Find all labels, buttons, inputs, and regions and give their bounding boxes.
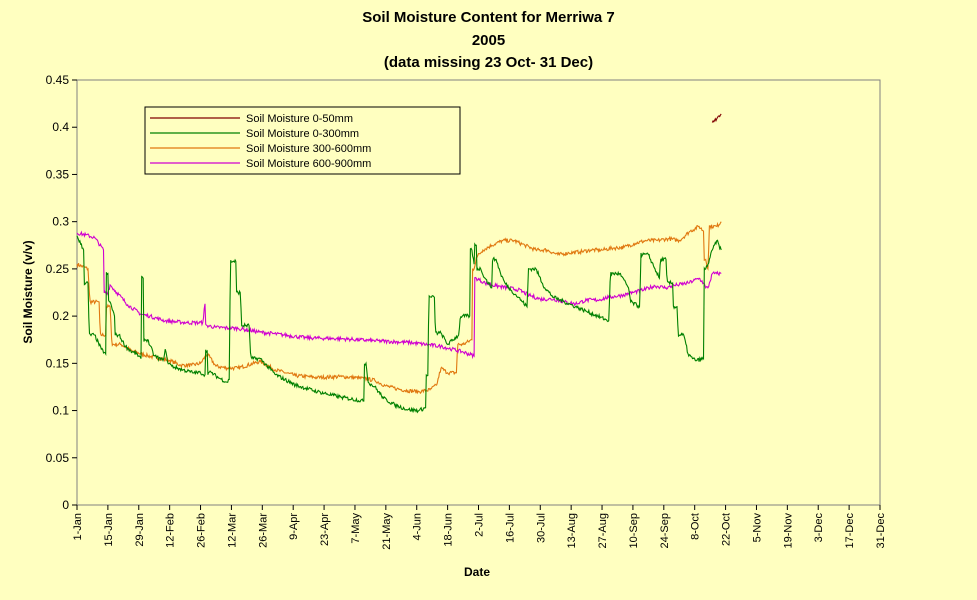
x-tick-label: 17-Dec — [844, 513, 856, 549]
legend-label: Soil Moisture 600-900mm — [246, 158, 371, 170]
x-tick-label: 4-Jun — [412, 513, 424, 541]
x-tick-label: 31-Dec — [875, 513, 887, 549]
legend-label: Soil Moisture 300-600mm — [246, 143, 371, 155]
x-tick-label: 24-Sep — [659, 513, 671, 548]
chart-subtitle-year: 2005 — [471, 32, 506, 49]
x-tick-label: 15-Jan — [103, 513, 115, 547]
x-tick-label: 30-Jul — [535, 513, 547, 543]
series-line-0 — [711, 113, 722, 123]
x-tick-label: 16-Jul — [504, 513, 516, 543]
x-axis-title: Date — [464, 565, 490, 579]
x-tick-label: 2-Jul — [474, 513, 486, 537]
x-tick-label: 10-Sep — [628, 513, 640, 548]
x-tick-label: 12-Feb — [165, 513, 177, 548]
y-tick-label: 0.15 — [46, 356, 70, 370]
x-tick-label: 21-May — [381, 513, 393, 550]
series-layer — [76, 113, 722, 414]
x-tick-label: 3-Dec — [813, 513, 825, 543]
x-tick-label: 19-Nov — [782, 513, 794, 549]
x-tick-label: 9-Apr — [288, 513, 300, 540]
y-tick-label: 0.25 — [46, 262, 70, 276]
chart-subtitle-note: (data missing 23 Oct- 31 Dec) — [383, 54, 594, 71]
y-axis-title: Soil Moisture (v/v) — [21, 240, 35, 343]
series-line-3 — [76, 230, 722, 360]
x-tick-label: 23-Apr — [319, 513, 331, 546]
y-axis: 0 0.05 0.1 0.15 0.2 0.25 0.3 0.35 0.4 0.45 — [46, 73, 77, 512]
x-tick-label: 27-Aug — [597, 513, 609, 548]
y-tick-label: 0.4 — [52, 120, 69, 134]
x-tick-label: 13-Aug — [566, 513, 578, 548]
x-tick-label: 5-Nov — [751, 513, 763, 543]
legend: Soil Moisture 0-50mm Soil Moisture 0-300m… — [144, 106, 461, 175]
y-tick-label: 0.3 — [52, 215, 69, 229]
legend-label: Soil Moisture 0-50mm — [246, 113, 353, 125]
x-tick-label: 12-Mar — [226, 513, 238, 548]
x-tick-label: 8-Oct — [690, 513, 702, 540]
x-tick-label: 18-Jun — [443, 513, 455, 547]
x-tick-label: 29-Jan — [134, 513, 146, 547]
x-tick-label: 26-Feb — [196, 513, 208, 548]
y-tick-label: 0.1 — [52, 404, 69, 418]
series-line-2 — [76, 221, 722, 395]
x-tick-label: 1-Jan — [72, 513, 84, 541]
x-tick-label: 22-Oct — [721, 513, 733, 546]
x-tick-label: 7-May — [350, 513, 362, 544]
y-tick-label: 0.2 — [52, 309, 69, 323]
y-tick-label: 0.05 — [46, 451, 70, 465]
x-tick-label: 26-Mar — [257, 513, 269, 548]
chart-title: Soil Moisture Content for Merriwa 7 — [362, 9, 615, 26]
x-axis: 1-Jan 15-Jan 29-Jan 12-Feb 26-Feb 12-Mar 26-Ma… — [72, 505, 887, 550]
legend-label: Soil Moisture 0-300mm — [246, 128, 359, 140]
y-tick-label: 0 — [62, 498, 69, 512]
series-line-1 — [76, 235, 722, 414]
y-tick-label: 0.45 — [46, 73, 70, 87]
y-tick-label: 0.35 — [46, 167, 70, 181]
